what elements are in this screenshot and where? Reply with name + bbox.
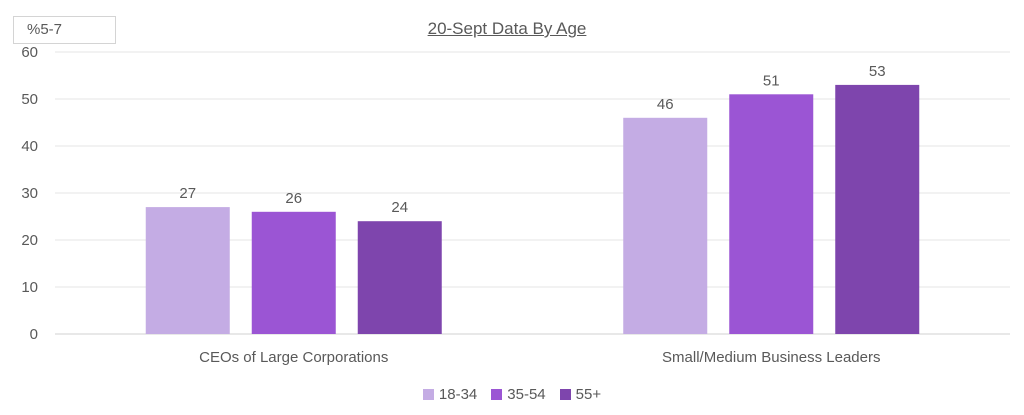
x-tick-label: Small/Medium Business Leaders bbox=[662, 349, 880, 366]
legend-label-35-54: 35-54 bbox=[507, 386, 546, 403]
y-tick-label: 30 bbox=[21, 185, 38, 202]
legend-swatch-55-plus bbox=[559, 389, 571, 400]
y-tick-label: 10 bbox=[21, 279, 38, 296]
data-label: 46 bbox=[657, 96, 674, 113]
y-tick-label: 60 bbox=[21, 44, 38, 61]
legend-swatch-35-54 bbox=[491, 389, 503, 400]
bar bbox=[623, 117, 708, 334]
bar bbox=[835, 84, 920, 335]
x-tick-label: CEOs of Large Corporations bbox=[199, 349, 388, 366]
legend-item-55-plus: 55+ bbox=[559, 386, 602, 403]
y-tick-label: 0 bbox=[30, 326, 38, 343]
bar bbox=[357, 221, 442, 334]
chart-title: 20-Sept Data By Age bbox=[427, 19, 587, 38]
y-tick-label: 40 bbox=[21, 138, 38, 155]
legend-swatch-18-34 bbox=[422, 389, 434, 400]
chart-badge: %5-7 bbox=[13, 16, 116, 44]
chart-legend: 18-34 35-54 55+ bbox=[0, 386, 1024, 403]
legend-item-35-54: 35-54 bbox=[491, 386, 546, 403]
y-tick-label: 50 bbox=[21, 91, 38, 108]
y-tick-label: 20 bbox=[21, 232, 38, 249]
data-label: 27 bbox=[179, 185, 196, 202]
bar bbox=[145, 207, 230, 334]
data-label: 51 bbox=[763, 72, 780, 89]
legend-label-18-34: 18-34 bbox=[438, 386, 478, 403]
data-label: 26 bbox=[285, 190, 302, 207]
bar bbox=[251, 211, 336, 334]
data-label: 53 bbox=[869, 63, 886, 80]
data-label: 24 bbox=[391, 199, 408, 216]
legend-item-18-34: 18-34 bbox=[422, 386, 478, 403]
legend-label-55-plus: 55+ bbox=[575, 386, 602, 403]
bar bbox=[729, 94, 814, 334]
